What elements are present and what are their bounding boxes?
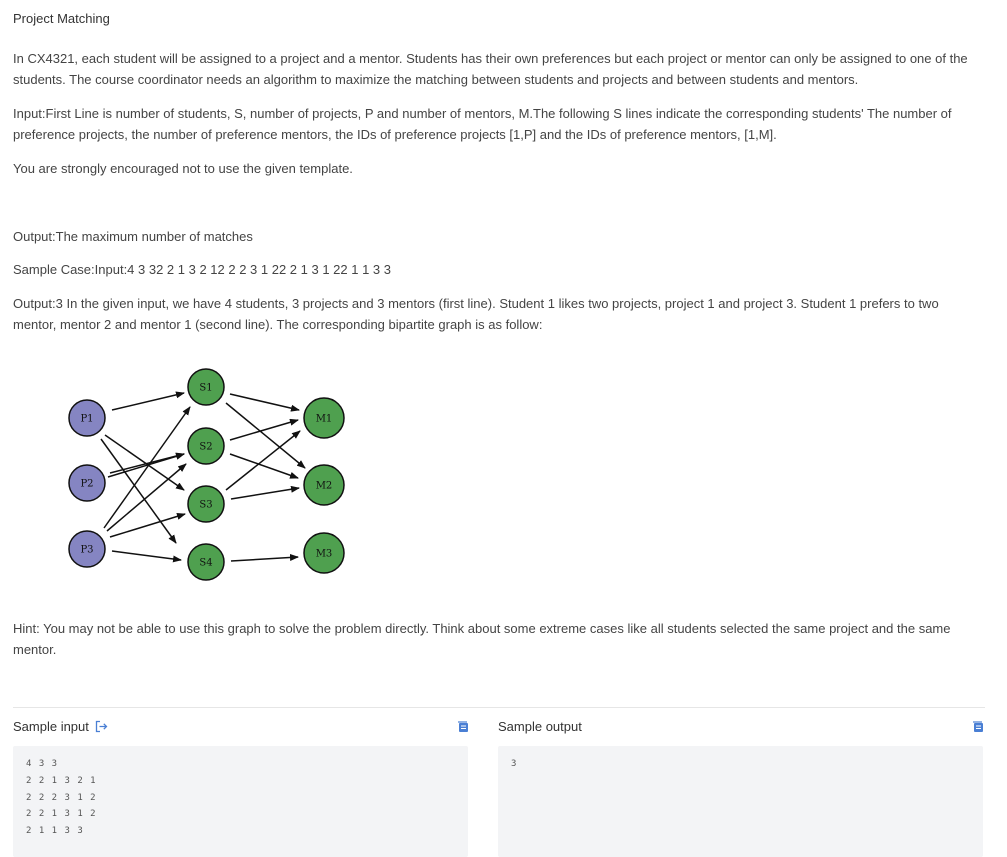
template-note: You are strongly encouraged not to use t… [13, 161, 353, 176]
problem-description: In CX4321, each student will be assigned… [13, 51, 968, 87]
node-s2: S2 [187, 427, 225, 465]
node-m1: M1 [303, 397, 345, 439]
hint-text: Hint: You may not be able to use this gr… [13, 621, 951, 657]
svg-text:P3: P3 [80, 545, 93, 556]
svg-text:S2: S2 [199, 442, 212, 453]
node-s1: S1 [187, 368, 225, 406]
sample-output-label: Sample output [498, 719, 582, 734]
sample-input-header: Sample input [13, 719, 108, 734]
node-m2: M2 [303, 464, 345, 506]
sample-input-box[interactable]: 4 3 3 2 2 1 3 2 1 2 2 2 3 1 2 2 2 1 3 1 … [13, 746, 468, 857]
node-s3: S3 [187, 485, 225, 523]
sample-output-text: 3 [511, 759, 518, 769]
svg-text:S1: S1 [199, 383, 212, 394]
mentor-nodes: M1 M2 M3 [303, 397, 345, 574]
svg-text:P1: P1 [80, 414, 93, 425]
node-s4: S4 [187, 543, 225, 581]
sample-output-explanation: Output:3 In the given input, we have 4 s… [13, 296, 939, 332]
sample-case-line: Sample Case:Input:4 3 32 2 1 3 2 12 2 2 … [13, 262, 392, 277]
student-nodes: S1 S2 S3 S4 [187, 368, 225, 581]
svg-text:M1: M1 [316, 414, 333, 425]
svg-text:S3: S3 [199, 500, 212, 511]
node-p3: P3 [68, 530, 106, 568]
node-p1: P1 [68, 399, 106, 437]
sample-input-text: 4 3 3 2 2 1 3 2 1 2 2 2 3 1 2 2 2 1 3 1 … [26, 759, 97, 837]
sample-input-label: Sample input [13, 719, 89, 734]
svg-text:P2: P2 [80, 479, 93, 490]
node-p2: P2 [68, 464, 106, 502]
bipartite-graph: P1 P2 P3 S1 S2 S3 [68, 368, 345, 581]
input-description: Input:First Line is number of students, … [13, 106, 952, 142]
svg-text:M3: M3 [316, 549, 333, 560]
output-description: Output:The maximum number of matches [13, 229, 253, 244]
svg-text:S4: S4 [199, 558, 212, 569]
project-nodes: P1 P2 P3 [68, 399, 106, 568]
node-m3: M3 [303, 532, 345, 574]
svg-text:M2: M2 [316, 481, 333, 492]
copy-output-icon[interactable] [972, 720, 986, 734]
section-divider [13, 707, 985, 708]
graph-edges [100, 391, 306, 563]
problem-title: Project Matching [13, 11, 110, 26]
sample-output-header: Sample output [498, 719, 582, 734]
copy-input-icon[interactable] [457, 720, 471, 734]
external-open-icon[interactable] [95, 720, 108, 733]
sample-output-box[interactable]: 3 [498, 746, 983, 857]
